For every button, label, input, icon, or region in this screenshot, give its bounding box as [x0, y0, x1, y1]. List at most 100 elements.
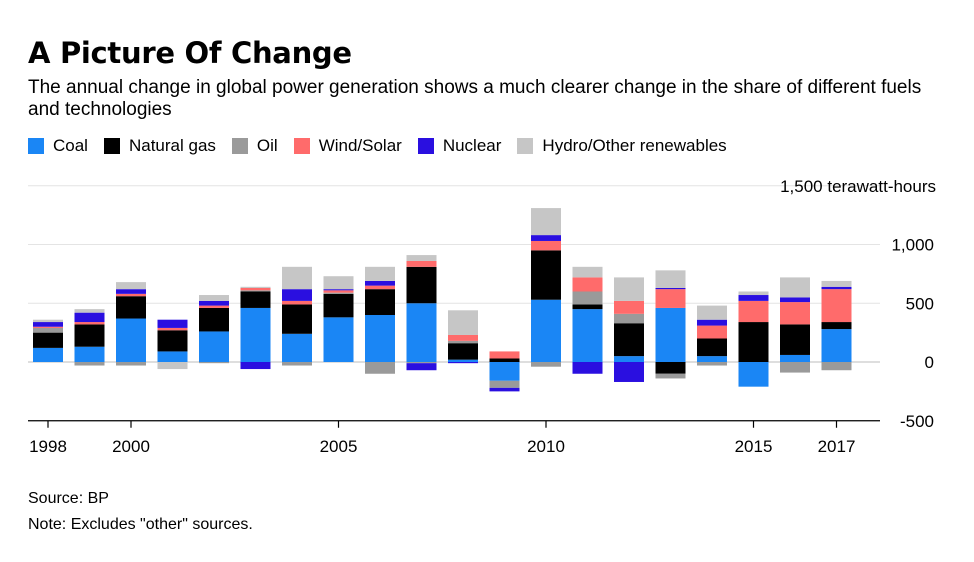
legend-item-coal: Coal: [28, 136, 88, 156]
bar-segment: [116, 293, 146, 297]
x-tick-label: 1998: [29, 437, 67, 456]
bar-segment: [406, 266, 437, 304]
bar-segment: [199, 362, 229, 364]
chart-title: A Picture Of Change: [28, 36, 352, 70]
bar-segment: [780, 354, 810, 362]
stacked-bar-chart: -500 0 500 1,000 1998 2000 2005 2010 2015 2017 1,…: [28, 177, 936, 456]
bar-segment: [780, 302, 810, 325]
bar-segment: [821, 286, 852, 290]
bar-segment: [406, 255, 437, 261]
bar-segment: [821, 322, 852, 330]
bar-segment: [614, 300, 644, 314]
legend-swatch-nuclear: [417, 138, 434, 154]
x-tick-label: 2015: [735, 437, 773, 456]
bar-segment: [655, 289, 686, 308]
bar-segment: [157, 351, 188, 362]
legend-swatch-natural-gas: [103, 138, 120, 154]
bar-segment: [489, 351, 520, 359]
bar-segment: [572, 266, 603, 278]
y-tick-label: 0: [925, 353, 934, 372]
bar-segment: [406, 362, 437, 364]
bar-segment: [697, 305, 727, 320]
bar-segment: [406, 363, 437, 371]
bar-segment: [821, 280, 852, 287]
legend-item-wind-solar: Wind/Solar: [293, 136, 402, 156]
source-note: Source: BP: [28, 490, 109, 507]
y-tick-label: 1,000: [891, 236, 934, 255]
bar-segment: [697, 325, 727, 339]
bar-segment: [531, 299, 561, 362]
bar-segment: [655, 270, 686, 288]
bar-segment: [199, 305, 229, 308]
bar-segment: [282, 362, 312, 366]
bar-segment: [365, 315, 395, 362]
bar-segment: [572, 291, 603, 305]
bar-segment: [614, 323, 644, 357]
bar-segment: [33, 326, 63, 328]
bar-segment: [240, 290, 271, 292]
bar-segment: [489, 358, 520, 362]
bar-segment: [489, 362, 520, 381]
bars: [33, 208, 852, 392]
bar-segment: [33, 332, 63, 348]
bar-segment: [655, 307, 686, 362]
bar-segment: [697, 362, 727, 366]
legend-swatch-coal: [28, 138, 44, 154]
bar-segment: [655, 362, 686, 374]
bar-segment: [406, 260, 437, 267]
bar-segment: [74, 312, 105, 323]
bar-segment: [738, 322, 769, 362]
bar-segment: [655, 287, 686, 290]
bar-segment: [738, 291, 769, 296]
bar-segment: [323, 290, 354, 293]
legend-label-natural-gas: Natural gas: [128, 136, 216, 155]
bar-segment: [780, 277, 810, 298]
bar-segment: [74, 346, 105, 362]
bar-segment: [738, 300, 769, 323]
bar-segment: [489, 387, 520, 392]
bar-segment: [323, 292, 354, 294]
bar-segment: [323, 293, 354, 318]
bar-segment: [74, 362, 105, 366]
legend-item-hydro-other: Hydro/Other renewables: [517, 136, 727, 156]
bar-segment: [531, 362, 561, 367]
bar-segment: [74, 322, 105, 325]
bar-segment: [116, 282, 146, 290]
bar-segment: [489, 380, 520, 388]
bar-segment: [157, 362, 188, 370]
bar-segment: [33, 327, 63, 333]
bar-segment: [738, 295, 769, 301]
legend-swatch-oil: [231, 138, 248, 154]
bar-segment: [780, 324, 810, 355]
bar-segment: [282, 289, 312, 301]
bar-segment: [282, 333, 312, 362]
legend-label-wind-solar: Wind/Solar: [318, 136, 402, 155]
bar-segment: [199, 307, 229, 332]
bar-segment: [33, 319, 63, 323]
bar-segment: [282, 304, 312, 334]
bar-segment: [614, 356, 644, 362]
bar-segment: [531, 250, 561, 300]
x-tick-label: 2010: [527, 437, 565, 456]
bar-segment: [448, 359, 478, 362]
bar-segment: [157, 330, 188, 352]
bar-segment: [33, 347, 63, 362]
bar-segment: [365, 280, 395, 286]
bar-segment: [74, 324, 105, 347]
bar-segment: [33, 322, 63, 327]
legend-item-nuclear: Nuclear: [417, 136, 501, 156]
bar-segment: [365, 289, 395, 315]
bar-segment: [323, 317, 354, 362]
bar-segment: [448, 340, 478, 344]
bar-segment: [697, 338, 727, 357]
bar-segment: [116, 318, 146, 362]
bar-segment: [323, 276, 354, 290]
bar-segment: [365, 362, 395, 374]
bar-segment: [572, 309, 603, 362]
bar-segment: [531, 208, 561, 236]
bar-segment: [821, 289, 852, 323]
bar-segment: [572, 362, 603, 374]
legend-swatch-hydro-other: [517, 138, 534, 154]
legend-swatch-wind-solar: [293, 138, 310, 154]
bar-segment: [531, 240, 561, 251]
